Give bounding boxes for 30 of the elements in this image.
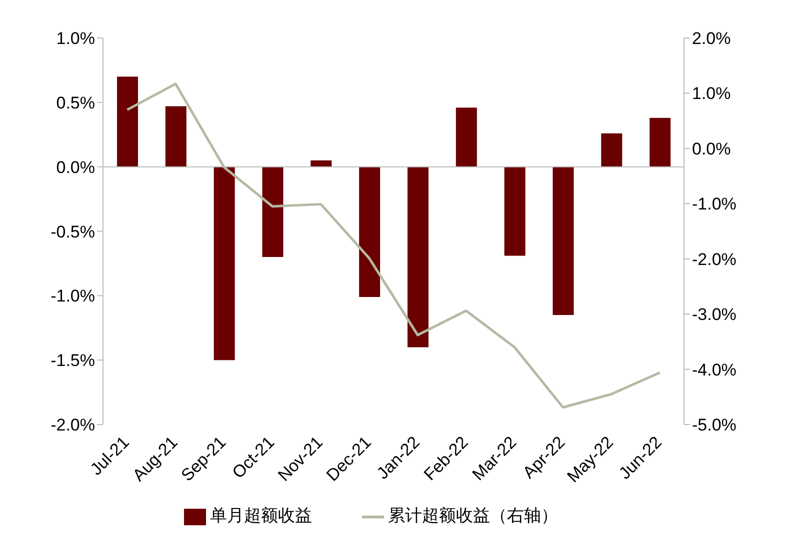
- bar: [310, 160, 332, 167]
- y-tick-label: 1.0%: [56, 29, 95, 48]
- y2-tick-label: -5.0%: [692, 416, 736, 435]
- y-tick-label: 0.5%: [56, 93, 95, 112]
- y-tick-label: -1.0%: [50, 286, 95, 306]
- y-tick-label: -0.5%: [50, 222, 95, 242]
- bar: [552, 166, 574, 315]
- bar: [456, 108, 477, 167]
- legend-label: 累计超额收益（右轴）: [388, 506, 558, 526]
- y-tick-label: -1.5%: [50, 351, 95, 370]
- y-tick-label: 0.0%: [56, 158, 95, 177]
- y-tick-label: -2.0%: [50, 416, 95, 435]
- y2-tick-label: -3.0%: [692, 305, 736, 324]
- bar: [504, 166, 526, 256]
- y2-tick-label: 2.0%: [692, 29, 731, 48]
- y2-tick-label: -4.0%: [692, 360, 736, 380]
- bar: [165, 106, 186, 167]
- bar: [359, 166, 380, 297]
- y2-tick-label: 0.0%: [692, 139, 731, 158]
- bar: [214, 166, 235, 360]
- bar: [650, 118, 671, 167]
- bar: [262, 166, 284, 258]
- y2-tick-label: -2.0%: [692, 250, 736, 269]
- y2-tick-label: -1.0%: [692, 194, 736, 214]
- bar: [117, 76, 138, 167]
- legend-label: 单月超额收益: [210, 506, 312, 526]
- bar: [601, 133, 622, 167]
- line-series: [126, 82, 662, 409]
- bar: [408, 166, 428, 348]
- y2-tick-label: 1.0%: [692, 84, 731, 104]
